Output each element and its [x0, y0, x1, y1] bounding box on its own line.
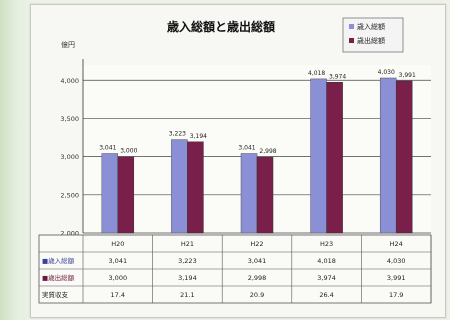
bar-chart: 3,041 3,000 3,223 3,194 3,041 2,998 4,018 3,974…: [38, 17, 432, 304]
bar-revenue: [310, 78, 327, 234]
data-label-revenue: 3,041: [238, 145, 255, 152]
table-cell: 3,041: [108, 257, 127, 265]
bar-expenditure: [395, 80, 413, 234]
data-label-expenditure: 3,991: [399, 72, 416, 79]
x-tick-label: H21: [181, 240, 194, 248]
table-cell: 4,030: [387, 257, 406, 265]
table-cell: 4,018: [317, 257, 336, 265]
table-row-label: ■歳出総額: [42, 273, 75, 282]
x-tick-label: H22: [250, 240, 263, 248]
chart-title: 歳入総額と歳出総額: [167, 19, 275, 34]
y-tick-label: 2,000: [60, 230, 79, 238]
table-cell: 26.4: [319, 291, 333, 299]
data-label-revenue: 4,018: [308, 70, 325, 77]
bar-revenue: [379, 77, 397, 234]
table-cell: 20.9: [250, 291, 264, 299]
bar-expenditure: [256, 156, 274, 234]
table-cell: 3,991: [387, 274, 406, 282]
data-table: H20 H21 H22 H23 H24 ■歳入総額 3,041 3,223 3,041 4,018…: [38, 234, 432, 304]
table-cell: 3,000: [108, 274, 127, 282]
axes: 2,000 2,500 3,000 3,500 4,000: [60, 59, 84, 238]
table-cell: 21.1: [180, 291, 194, 299]
table-cell: 3,974: [317, 274, 336, 282]
legend: 歳入総額 歳出総額: [342, 17, 404, 53]
y-tick-label: 2,500: [60, 191, 79, 199]
data-label-revenue: 3,223: [169, 131, 186, 138]
legend-swatch-revenue: [349, 24, 354, 29]
bar-expenditure: [187, 141, 204, 234]
data-label-revenue: 4,030: [378, 69, 395, 76]
legend-label-expenditure: 歳出総額: [357, 36, 385, 45]
x-tick-label: H20: [111, 240, 124, 248]
table-cell: 17.4: [111, 291, 125, 299]
data-label-expenditure: 3,974: [329, 73, 346, 80]
data-label-expenditure: 2,998: [259, 148, 276, 155]
y-tick-label: 3,000: [60, 153, 79, 161]
x-tick-label: H23: [320, 240, 333, 248]
table-cell: 17.9: [389, 291, 403, 299]
bar-expenditure: [117, 156, 135, 234]
table-row-label: ■歳入総額: [42, 256, 75, 265]
legend-swatch-expenditure: [349, 38, 354, 43]
table-cell: 3,041: [248, 257, 267, 265]
bar-revenue: [171, 139, 188, 234]
y-tick-label: 3,500: [60, 115, 79, 123]
bar-revenue: [101, 153, 119, 234]
bar-revenue: [240, 153, 258, 234]
x-tick-label: H24: [390, 240, 403, 248]
legend-label-revenue: 歳入総額: [357, 22, 385, 31]
table-cell: 2,998: [248, 274, 267, 282]
table-cell: 3,194: [178, 274, 197, 282]
data-label-expenditure: 3,194: [190, 133, 207, 140]
data-label-expenditure: 3,000: [120, 148, 137, 155]
table-cell: 3,223: [178, 257, 197, 265]
data-label-revenue: 3,041: [99, 145, 116, 152]
bar-expenditure: [326, 82, 343, 234]
y-axis-label: 億円: [61, 40, 75, 49]
bars: [101, 77, 413, 234]
chart-sheet: 3,041 3,000 3,223 3,194 3,041 2,998 4,018 3,974…: [30, 4, 446, 318]
data-labels: 3,041 3,000 3,223 3,194 3,041 2,998 4,018 3,974…: [99, 69, 416, 155]
y-tick-label: 4,000: [60, 77, 79, 85]
table-row-label: 実質収支: [42, 290, 69, 299]
